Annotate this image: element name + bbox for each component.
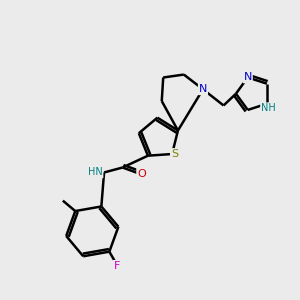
Text: NH: NH xyxy=(261,103,276,113)
Text: N: N xyxy=(199,84,207,94)
Text: S: S xyxy=(171,149,178,159)
Text: O: O xyxy=(137,169,146,178)
Text: HN: HN xyxy=(88,167,103,178)
Text: F: F xyxy=(113,261,120,271)
Text: N: N xyxy=(244,73,252,82)
